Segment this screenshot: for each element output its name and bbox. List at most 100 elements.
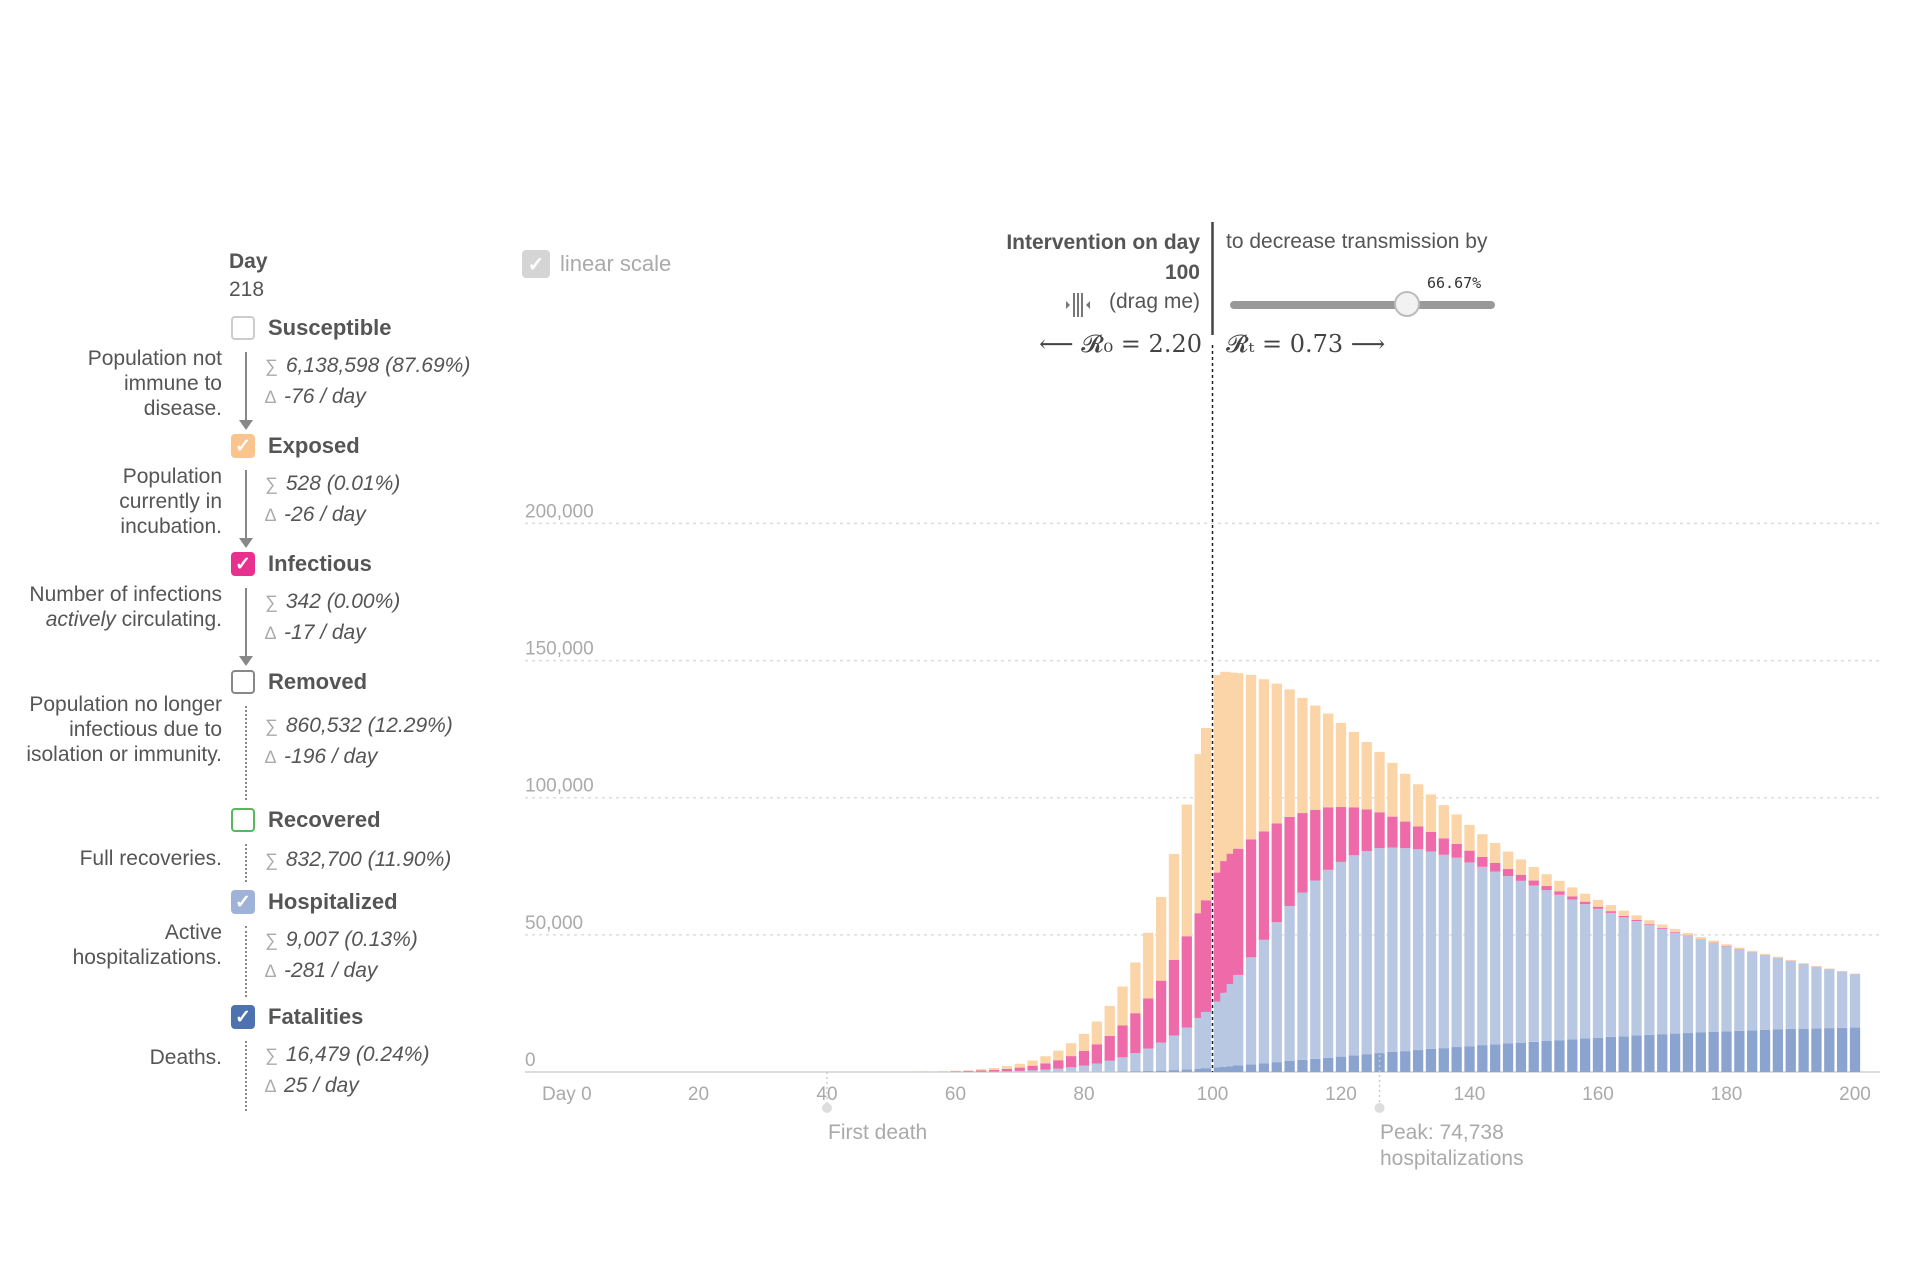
fatalities-label[interactable]: Fatalities xyxy=(268,1004,364,1029)
bar-fatalities xyxy=(1245,1064,1257,1072)
x-tick-label: 40 xyxy=(816,1084,837,1105)
bar-exposed xyxy=(1040,1056,1051,1064)
infectious-checkbox[interactable]: ✓ xyxy=(231,552,255,576)
bar-hospitalized xyxy=(1490,871,1501,1045)
bar-fatalities xyxy=(1200,1068,1212,1072)
bar-fatalities xyxy=(1824,1028,1835,1072)
hospitalized-checkbox[interactable]: ✓ xyxy=(231,890,255,914)
y-tick-label: 200,000 xyxy=(525,501,594,522)
removed-total-value: 860,532 (12.29%) xyxy=(285,714,453,737)
bar-exposed xyxy=(1541,874,1552,887)
bar-infectious xyxy=(1181,936,1192,1028)
bar-exposed xyxy=(1387,762,1398,817)
bar-fatalities xyxy=(1657,1034,1668,1072)
bar-exposed xyxy=(1618,910,1629,916)
bar-fatalities xyxy=(1400,1051,1411,1072)
y-tick-label: 100,000 xyxy=(525,776,594,797)
bar-infectious xyxy=(976,1070,987,1072)
bar-fatalities xyxy=(1772,1029,1784,1072)
fatalities-checkbox[interactable]: ✓ xyxy=(231,1005,255,1029)
recovered-flow-line xyxy=(245,844,247,882)
susceptible-label[interactable]: Susceptible xyxy=(268,315,392,340)
bar-exposed xyxy=(1220,671,1231,862)
susceptible-checkbox[interactable] xyxy=(231,316,255,340)
bar-infectious xyxy=(1091,1044,1102,1064)
bar-infectious xyxy=(1618,915,1629,918)
linear-scale-checkbox[interactable]: ✓ xyxy=(522,250,550,278)
hospitalized-flow-line xyxy=(245,926,247,997)
bar-hospitalized xyxy=(1592,908,1604,1038)
bar-fatalities xyxy=(1425,1048,1437,1072)
susceptible-delta-value: -76 / day xyxy=(284,385,366,408)
recovered-description: Full recoveries. xyxy=(79,847,222,870)
bar-infectious xyxy=(988,1069,1000,1072)
susceptible-total: ∑ 6,138,598 (87.69%) xyxy=(265,354,470,378)
sum-icon: ∑ xyxy=(265,592,278,612)
exposed-checkbox[interactable]: ✓ xyxy=(231,434,255,458)
removed-label[interactable]: Removed xyxy=(268,669,368,694)
bar-exposed xyxy=(1374,751,1385,813)
susceptible-flow-arrow-icon xyxy=(239,420,253,430)
recovered-checkbox[interactable] xyxy=(231,808,255,832)
bar-infectious xyxy=(1284,816,1295,907)
bar-fatalities xyxy=(1464,1046,1475,1072)
first-death-marker-icon xyxy=(822,1103,832,1113)
bar-exposed xyxy=(1592,899,1604,907)
bar-fatalities xyxy=(1528,1041,1539,1072)
bar-fatalities xyxy=(1284,1061,1295,1072)
exposed-label[interactable]: Exposed xyxy=(268,433,360,458)
recovered-label[interactable]: Recovered xyxy=(268,807,381,832)
fatalities-flow-line xyxy=(245,1041,247,1111)
hospitalized-label[interactable]: Hospitalized xyxy=(268,889,398,914)
bar-hospitalized xyxy=(1143,1048,1154,1072)
bar-fatalities xyxy=(1213,1067,1225,1072)
infectious-delta: ∆ -17 / day xyxy=(265,621,366,645)
bar-hospitalized xyxy=(1721,946,1732,1032)
removed-checkbox[interactable] xyxy=(231,670,255,694)
x-tick-label: Day 0 xyxy=(542,1084,592,1105)
bar-fatalities xyxy=(1220,1066,1231,1072)
removed-flow-line xyxy=(245,706,247,800)
bar-exposed xyxy=(1580,893,1591,902)
bar-infectious xyxy=(1027,1065,1038,1071)
transmission-slider-handle[interactable] xyxy=(1393,291,1420,317)
bar-infectious xyxy=(1310,809,1321,881)
bar-hospitalized xyxy=(1040,1069,1051,1072)
peak-annotation: Peak: 74,738 hospitalizations xyxy=(1380,1120,1524,1172)
hospitalized-description: Active hospitalizations. xyxy=(72,921,222,969)
bar-exposed xyxy=(1605,905,1616,912)
x-tick-label: 140 xyxy=(1454,1084,1486,1105)
infectious-label[interactable]: Infectious xyxy=(268,551,372,576)
bar-infectious xyxy=(1014,1067,1025,1071)
bar-exposed xyxy=(950,1070,961,1072)
bar-fatalities xyxy=(1721,1031,1732,1072)
bar-infectious xyxy=(1155,980,1167,1043)
bar-exposed xyxy=(1502,851,1514,870)
bar-hospitalized xyxy=(1811,966,1822,1029)
bar-hospitalized xyxy=(1541,890,1552,1042)
delta-icon: ∆ xyxy=(265,961,277,981)
bar-hospitalized xyxy=(1168,1035,1180,1071)
bar-hospitalized xyxy=(1066,1067,1077,1072)
bar-hospitalized xyxy=(1580,904,1591,1039)
transmission-slider-track[interactable] xyxy=(1230,301,1495,309)
bar-infectious xyxy=(1592,906,1604,909)
drag-handle-icon[interactable] xyxy=(1063,290,1093,325)
bar-exposed xyxy=(1554,880,1565,892)
linear-scale-label[interactable]: linear scale xyxy=(560,251,672,276)
recovered-total-value: 832,700 (11.90%) xyxy=(285,848,452,871)
bar-hospitalized xyxy=(1335,861,1347,1057)
bar-exposed xyxy=(1194,754,1205,914)
bar-infectious xyxy=(950,1071,961,1072)
bar-exposed xyxy=(1515,859,1527,875)
bar-infectious xyxy=(1001,1068,1013,1072)
bar-fatalities xyxy=(1811,1028,1822,1072)
bar-hospitalized xyxy=(1387,847,1398,1052)
hospitalized-delta: ∆ -281 / day xyxy=(265,959,377,983)
drag-me-hint[interactable]: (drag me) xyxy=(1108,290,1200,313)
bar-hospitalized xyxy=(1682,936,1694,1034)
bar-infectious xyxy=(1245,839,1257,958)
bar-hospitalized xyxy=(1657,928,1668,1035)
bar-exposed xyxy=(1759,953,1771,955)
